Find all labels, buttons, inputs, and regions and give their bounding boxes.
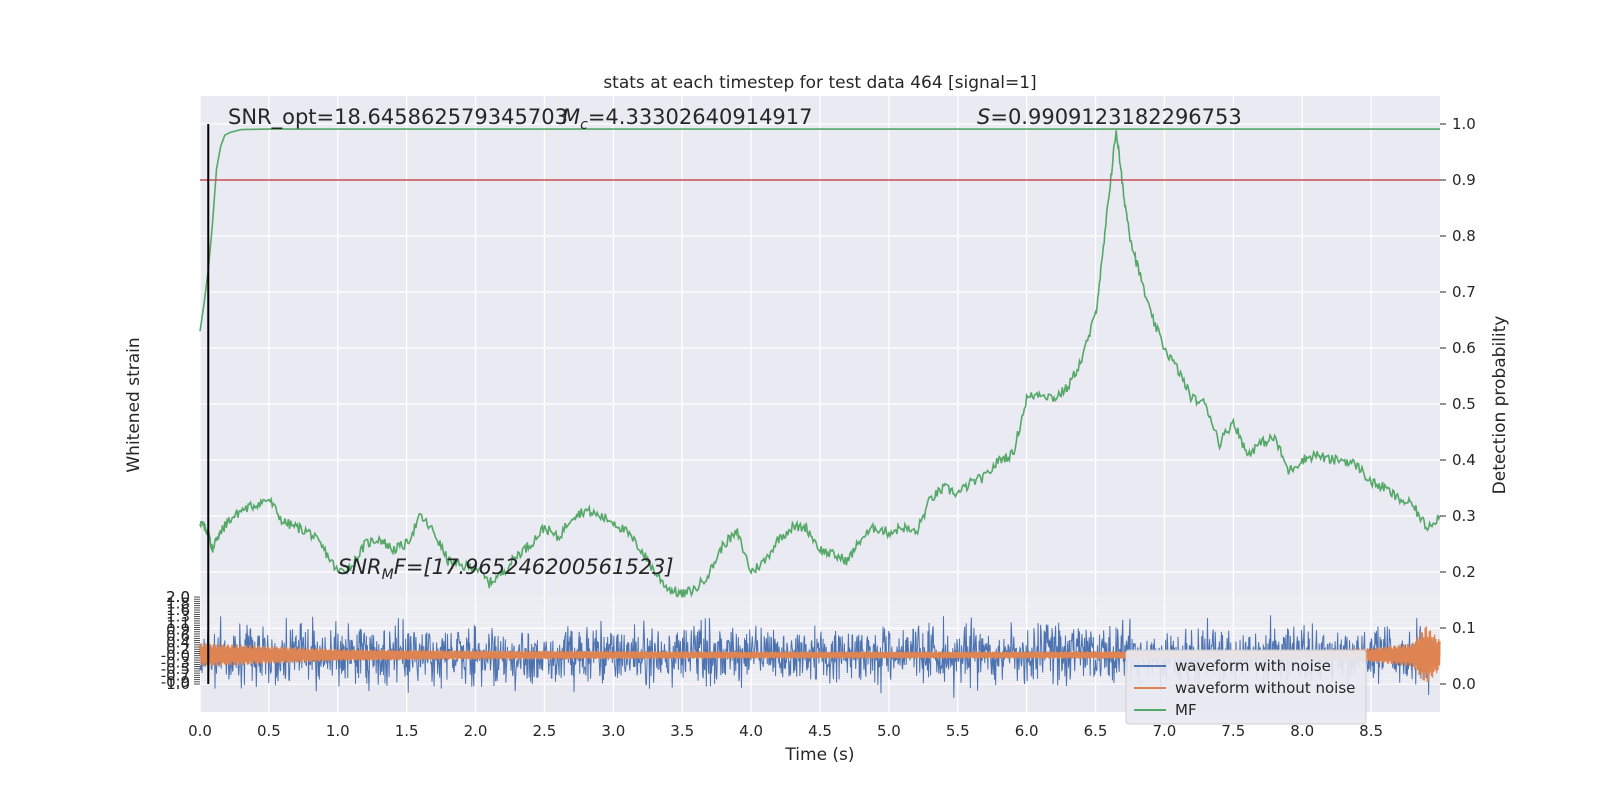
y-tick-label-left: 1.6	[166, 601, 190, 619]
x-tick-label: 7.0	[1153, 722, 1177, 740]
y-axis-label-left: Whitened strain	[124, 337, 144, 472]
legend-label-mf: MF	[1175, 701, 1197, 719]
x-tick-label: 0.5	[257, 722, 281, 740]
x-tick-label: 4.0	[739, 722, 763, 740]
y-tick-label-left: 0.2	[166, 640, 190, 658]
y-tick-label-right: 0.1	[1452, 619, 1476, 637]
y-tick-label-left: -0.0	[161, 647, 190, 665]
y-tick-label-right: 1.0	[1452, 115, 1476, 133]
x-tick-label: 1.5	[395, 722, 419, 740]
chart-title: stats at each timestep for test data 464…	[603, 73, 1036, 93]
x-tick-label: 2.0	[464, 722, 488, 740]
y-tick-label-left: -0.7	[161, 666, 190, 684]
x-ticks: 0.0 0.5 1.0 1.5 2.0 2.5 3.0 3.5 4.0 4.5 5.0 5.5 6.0 6…	[188, 722, 1383, 740]
x-tick-label: 2.5	[533, 722, 557, 740]
y-tick-label-left: -0.3	[161, 653, 190, 671]
legend-label-noise: waveform with noise	[1175, 657, 1331, 675]
y-ticks-left: 2.01.81.61.31.10.90.60.40.2-0.0-0.3-0.5-…	[161, 588, 200, 693]
x-tick-label: 7.5	[1221, 722, 1245, 740]
legend-label-clean: waveform without noise	[1175, 679, 1355, 697]
x-tick-label: 8.0	[1290, 722, 1314, 740]
x-axis-label: Time (s)	[784, 745, 854, 765]
y-tick-label-right: 0.6	[1452, 339, 1476, 357]
y-tick-label-left: -0.5	[161, 660, 190, 678]
y-tick-label-right: 0.9	[1452, 171, 1476, 189]
y-tick-label-right: 0.0	[1452, 675, 1476, 693]
y-tick-label-left-bottom: 1.0	[166, 675, 190, 693]
y-tick-label-right: 0.7	[1452, 283, 1476, 301]
x-tick-label: 6.0	[1015, 722, 1039, 740]
y-axis-label-right: Detection probability	[1490, 316, 1510, 495]
y-tick-label-left: 0.6	[166, 627, 190, 645]
x-tick-label: 1.0	[326, 722, 350, 740]
x-tick-label: 3.5	[670, 722, 694, 740]
annotation-snr-mf: SNRMF=[17.965246200561523]	[338, 555, 674, 583]
x-tick-label: 0.0	[188, 722, 212, 740]
y-tick-label-left: 0.4	[166, 634, 190, 652]
x-tick-label: 6.5	[1084, 722, 1108, 740]
y-tick-label-left: 0.9	[166, 621, 190, 639]
x-tick-label: 8.5	[1359, 722, 1383, 740]
y-tick-label-left-top: 2.0	[166, 588, 190, 606]
y-tick-label-right: 0.5	[1452, 395, 1476, 413]
y-tick-label-right: 0.2	[1452, 563, 1476, 581]
x-tick-label: 5.0	[877, 722, 901, 740]
annotation-snr-opt: SNR_opt=18.645862579345703	[228, 105, 568, 130]
y-tick-label-right: 0.3	[1452, 507, 1476, 525]
annotation-mc: Mc=4.33302640914917	[562, 105, 813, 133]
y-tick-label-left: 2.0	[166, 588, 190, 606]
x-tick-label: 3.0	[601, 722, 625, 740]
y-tick-label-right: 0.4	[1452, 451, 1476, 469]
line-mf-probability	[199, 130, 1441, 598]
legend: waveform with noise waveform without noi…	[1125, 649, 1367, 725]
y-tick-label-right: 0.8	[1452, 227, 1476, 245]
y-tick-label-left: 1.3	[166, 608, 190, 626]
y-tick-label-left: 1.8	[166, 595, 190, 613]
y-tick-label-left: 1.1	[166, 614, 190, 632]
x-tick-label: 5.5	[946, 722, 970, 740]
y-tick-label-left: -0.9	[161, 673, 190, 691]
annotation-s: S=0.9909123182296753	[977, 105, 1242, 129]
y-ticks-right: 0.0 0.1 0.2 0.3 0.4 0.5 0.6 0.7 0.8 0.9 1.0	[1440, 115, 1476, 693]
x-tick-label: 4.5	[808, 722, 832, 740]
